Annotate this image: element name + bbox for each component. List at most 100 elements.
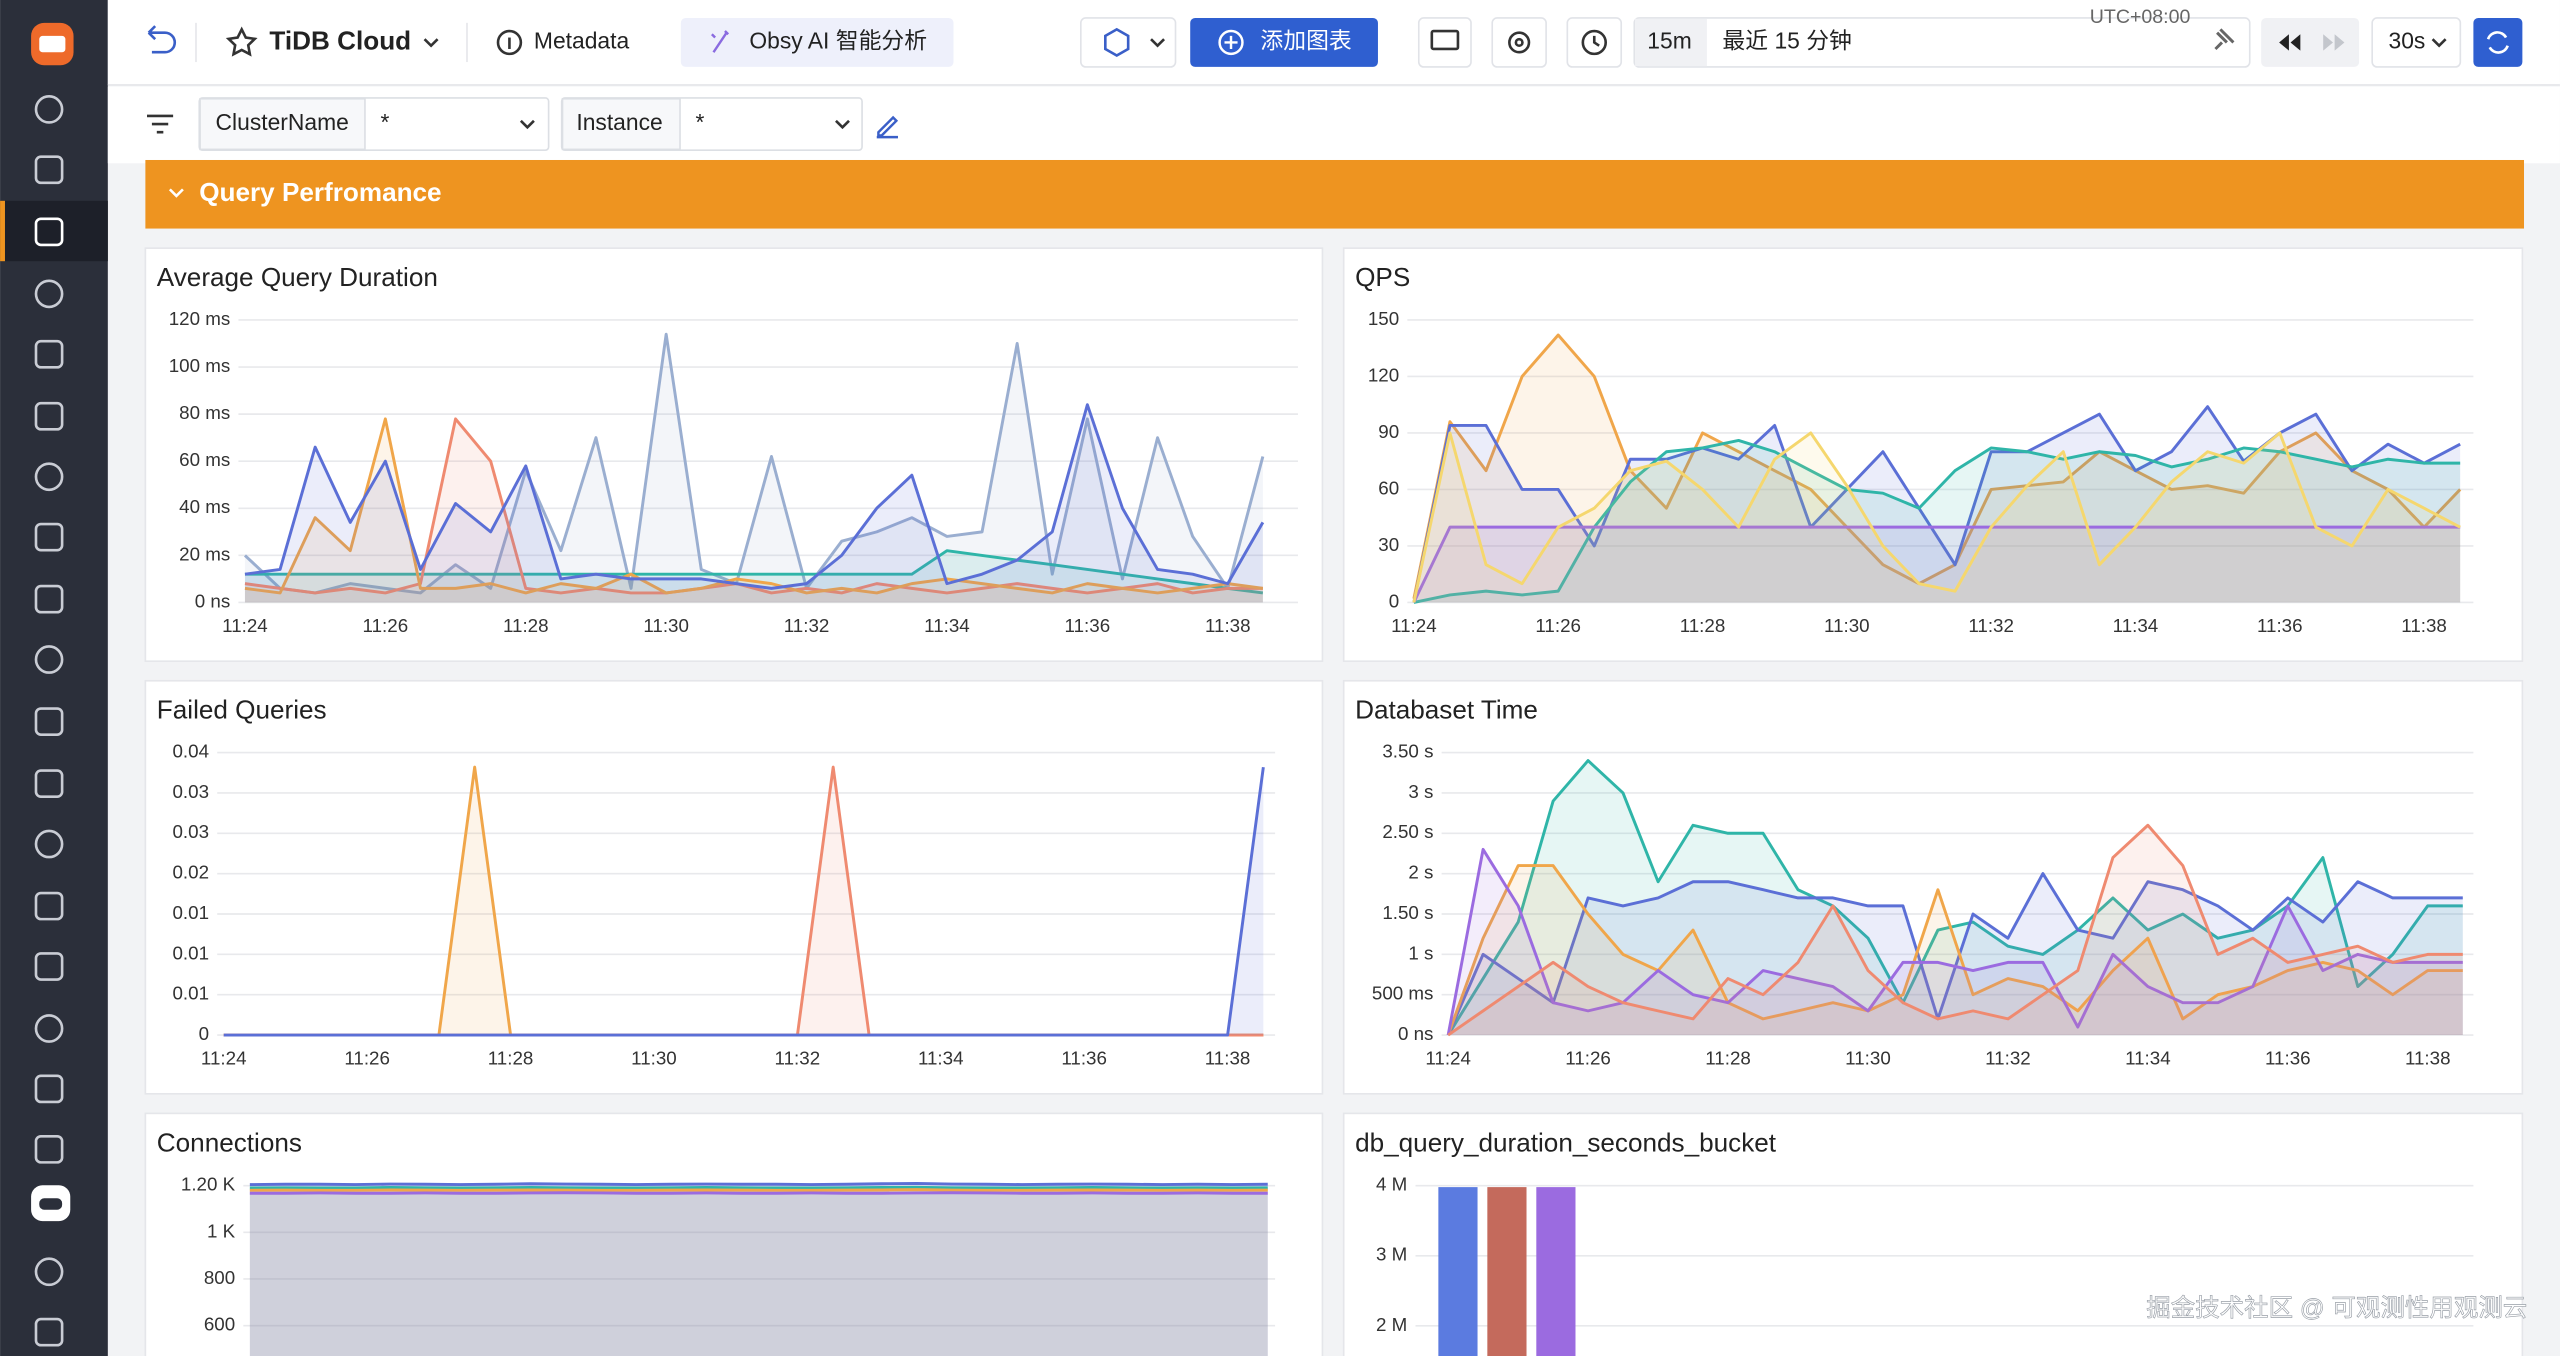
section-chevron[interactable] bbox=[168, 188, 184, 198]
line bbox=[249, 1188, 1268, 1192]
x-tick-label: 11:36 bbox=[1065, 615, 1111, 636]
area bbox=[249, 1187, 1268, 1356]
line bbox=[1412, 525, 2461, 604]
x-tick-label: 11:34 bbox=[918, 1047, 964, 1068]
refresh-button[interactable] bbox=[2473, 17, 2523, 67]
ai-label[interactable]: Obsy AI 智能分析 bbox=[749, 27, 927, 53]
time-range-short[interactable]: 15m bbox=[1647, 27, 1691, 53]
metadata-link[interactable]: Metadata bbox=[534, 27, 630, 53]
edit-icon[interactable] bbox=[876, 115, 899, 139]
y-tick-label: 90 bbox=[1378, 421, 1399, 442]
nav-icon[interactable] bbox=[34, 155, 64, 185]
y-tick-label: 1.20 K bbox=[181, 1174, 236, 1195]
nav-icon[interactable] bbox=[34, 1074, 64, 1104]
filter-icon[interactable] bbox=[147, 114, 174, 134]
x-tick-label: 11:28 bbox=[488, 1047, 534, 1068]
panel-title: Average Query Duration bbox=[157, 262, 438, 292]
y-tick-label: 3 M bbox=[1376, 1244, 1407, 1265]
x-tick-label: 11:24 bbox=[222, 615, 268, 636]
x-tick-label: 11:30 bbox=[643, 615, 689, 636]
y-tick-label: 40 ms bbox=[179, 496, 230, 517]
settings-button[interactable] bbox=[1491, 17, 1547, 68]
area bbox=[249, 1183, 1268, 1356]
nav-icon[interactable] bbox=[34, 1134, 64, 1164]
refresh-interval-label[interactable]: 30s bbox=[2389, 27, 2426, 53]
time-range[interactable] bbox=[1633, 17, 2251, 68]
pin-icon[interactable] bbox=[2214, 28, 2235, 51]
nav-icon[interactable] bbox=[34, 522, 64, 552]
nav-icon[interactable] bbox=[34, 1014, 64, 1043]
line bbox=[244, 417, 1263, 595]
y-tick-label: 60 ms bbox=[179, 449, 230, 470]
line bbox=[249, 1185, 1268, 1190]
section-header[interactable] bbox=[145, 159, 2525, 229]
nav-icon[interactable] bbox=[34, 829, 64, 859]
chevron[interactable] bbox=[835, 119, 850, 130]
y-tick-label: 0 ns bbox=[1398, 1023, 1433, 1044]
filter-value[interactable]: * bbox=[696, 109, 705, 135]
y-tick-label: 0.03 bbox=[173, 781, 210, 802]
chevron[interactable] bbox=[519, 119, 535, 130]
nav-icon[interactable] bbox=[34, 645, 64, 674]
back-icon[interactable] bbox=[147, 25, 177, 54]
line bbox=[1446, 759, 2463, 1036]
area bbox=[1413, 440, 2461, 603]
nav-icon[interactable] bbox=[34, 1257, 64, 1287]
line bbox=[249, 1181, 1268, 1187]
bar bbox=[1536, 1187, 1576, 1356]
panel-title: Connections bbox=[157, 1127, 302, 1157]
plus-icon bbox=[1218, 29, 1244, 56]
present-icon bbox=[1430, 29, 1460, 51]
nav-icon[interactable] bbox=[34, 769, 64, 798]
line bbox=[244, 549, 1264, 595]
nav-icon[interactable] bbox=[34, 1317, 64, 1347]
nav-icon[interactable] bbox=[34, 279, 64, 309]
nav-icon[interactable] bbox=[34, 217, 64, 247]
x-tick-label: 11:30 bbox=[1824, 615, 1870, 636]
filter-value[interactable]: * bbox=[380, 109, 389, 135]
section-title[interactable]: Query Perfromance bbox=[199, 177, 441, 207]
step-buttons[interactable] bbox=[2261, 17, 2360, 67]
y-tick-label: 1 K bbox=[207, 1220, 236, 1241]
ai-button[interactable] bbox=[680, 17, 954, 67]
time-range-text[interactable]: 最近 15 分钟 bbox=[1722, 27, 1851, 53]
x-tick-label: 11:28 bbox=[1705, 1047, 1751, 1068]
x-tick-label: 11:32 bbox=[1985, 1047, 2031, 1068]
star-icon[interactable] bbox=[225, 26, 258, 57]
present-button[interactable] bbox=[1417, 17, 1472, 68]
line bbox=[244, 403, 1265, 590]
y-tick-label: 0.01 bbox=[173, 902, 210, 923]
panel-title: Failed Queries bbox=[157, 695, 327, 725]
panel-title: Databaset Time bbox=[1355, 695, 1538, 725]
area bbox=[244, 418, 1263, 603]
nav-icon[interactable] bbox=[34, 339, 64, 369]
workspace-name[interactable]: TiDB Cloud bbox=[269, 25, 411, 55]
y-tick-label: 60 bbox=[1378, 477, 1399, 498]
y-tick-label: 0 ns bbox=[195, 590, 230, 611]
step-back[interactable] bbox=[2279, 34, 2301, 51]
nav-icon[interactable] bbox=[34, 95, 64, 124]
y-tick-label: 100 ms bbox=[169, 355, 231, 376]
sidebar-active-bar bbox=[0, 200, 5, 262]
refresh-interval[interactable] bbox=[2371, 17, 2462, 68]
filter-label: ClusterName bbox=[216, 109, 349, 135]
nav-icon[interactable] bbox=[34, 584, 64, 614]
nav-icon[interactable] bbox=[34, 401, 64, 431]
y-tick-label: 2.50 s bbox=[1382, 821, 1433, 842]
x-tick-label: 11:26 bbox=[1565, 1047, 1611, 1068]
nav-icon[interactable] bbox=[34, 707, 64, 736]
history-icon bbox=[1592, 35, 1600, 47]
y-tick-label: 800 bbox=[204, 1267, 235, 1288]
panel bbox=[144, 1112, 1324, 1356]
timezone: UTC+08:00 bbox=[2090, 6, 2191, 28]
y-tick-label: 500 ms bbox=[1372, 983, 1434, 1004]
nav-icon[interactable] bbox=[34, 462, 64, 492]
add-chart-button[interactable] bbox=[1190, 17, 1378, 67]
nav-icon[interactable] bbox=[34, 891, 64, 921]
nav-icon[interactable] bbox=[34, 952, 64, 981]
chevron[interactable] bbox=[423, 38, 439, 48]
y-tick-label: 0.01 bbox=[173, 983, 210, 1004]
y-tick-label: 0.03 bbox=[173, 821, 210, 842]
add-chart-label[interactable]: 添加图表 bbox=[1260, 27, 1352, 53]
